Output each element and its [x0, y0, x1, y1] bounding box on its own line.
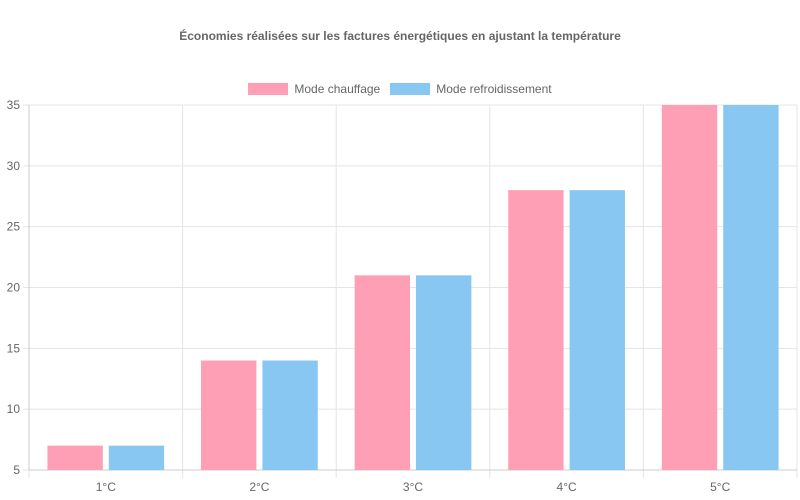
- legend-swatch-cooling: [390, 83, 431, 95]
- bar-heating: [47, 445, 103, 470]
- bar-heating: [354, 275, 410, 470]
- bar-cooling: [108, 445, 165, 470]
- y-tick-label: 35: [7, 98, 21, 112]
- x-tick-label: 1°C: [96, 480, 116, 494]
- x-tick-label: 2°C: [249, 480, 269, 494]
- bar-heating: [661, 105, 718, 470]
- legend-label-cooling: Mode refroidissement: [436, 82, 552, 96]
- bar-cooling: [569, 190, 625, 470]
- x-tick-label: 5°C: [710, 480, 730, 494]
- chart-title: Économies réalisées sur les factures éne…: [179, 29, 621, 43]
- legend-label-heating: Mode chauffage: [294, 82, 381, 96]
- y-tick-label: 15: [7, 341, 21, 355]
- x-tick-label: 3°C: [403, 480, 423, 494]
- x-tick-label: 4°C: [557, 480, 577, 494]
- y-tick-label: 5: [13, 463, 20, 477]
- y-tick-label: 20: [7, 281, 21, 295]
- y-tick-label: 25: [7, 220, 21, 234]
- legend-item-heating[interactable]: Mode chauffage: [248, 82, 380, 96]
- bar-heating: [508, 190, 564, 470]
- y-tick-label: 30: [7, 159, 21, 173]
- bar-cooling: [723, 105, 779, 470]
- bar-cooling: [262, 360, 318, 470]
- y-tick-label: 10: [7, 402, 21, 416]
- legend-swatch-heating: [248, 83, 289, 95]
- bar-cooling: [416, 275, 472, 470]
- bar-heating: [201, 360, 257, 470]
- legend-item-cooling[interactable]: Mode refroidissement: [390, 82, 552, 96]
- legend: Mode chauffage Mode refroidissement: [0, 82, 800, 96]
